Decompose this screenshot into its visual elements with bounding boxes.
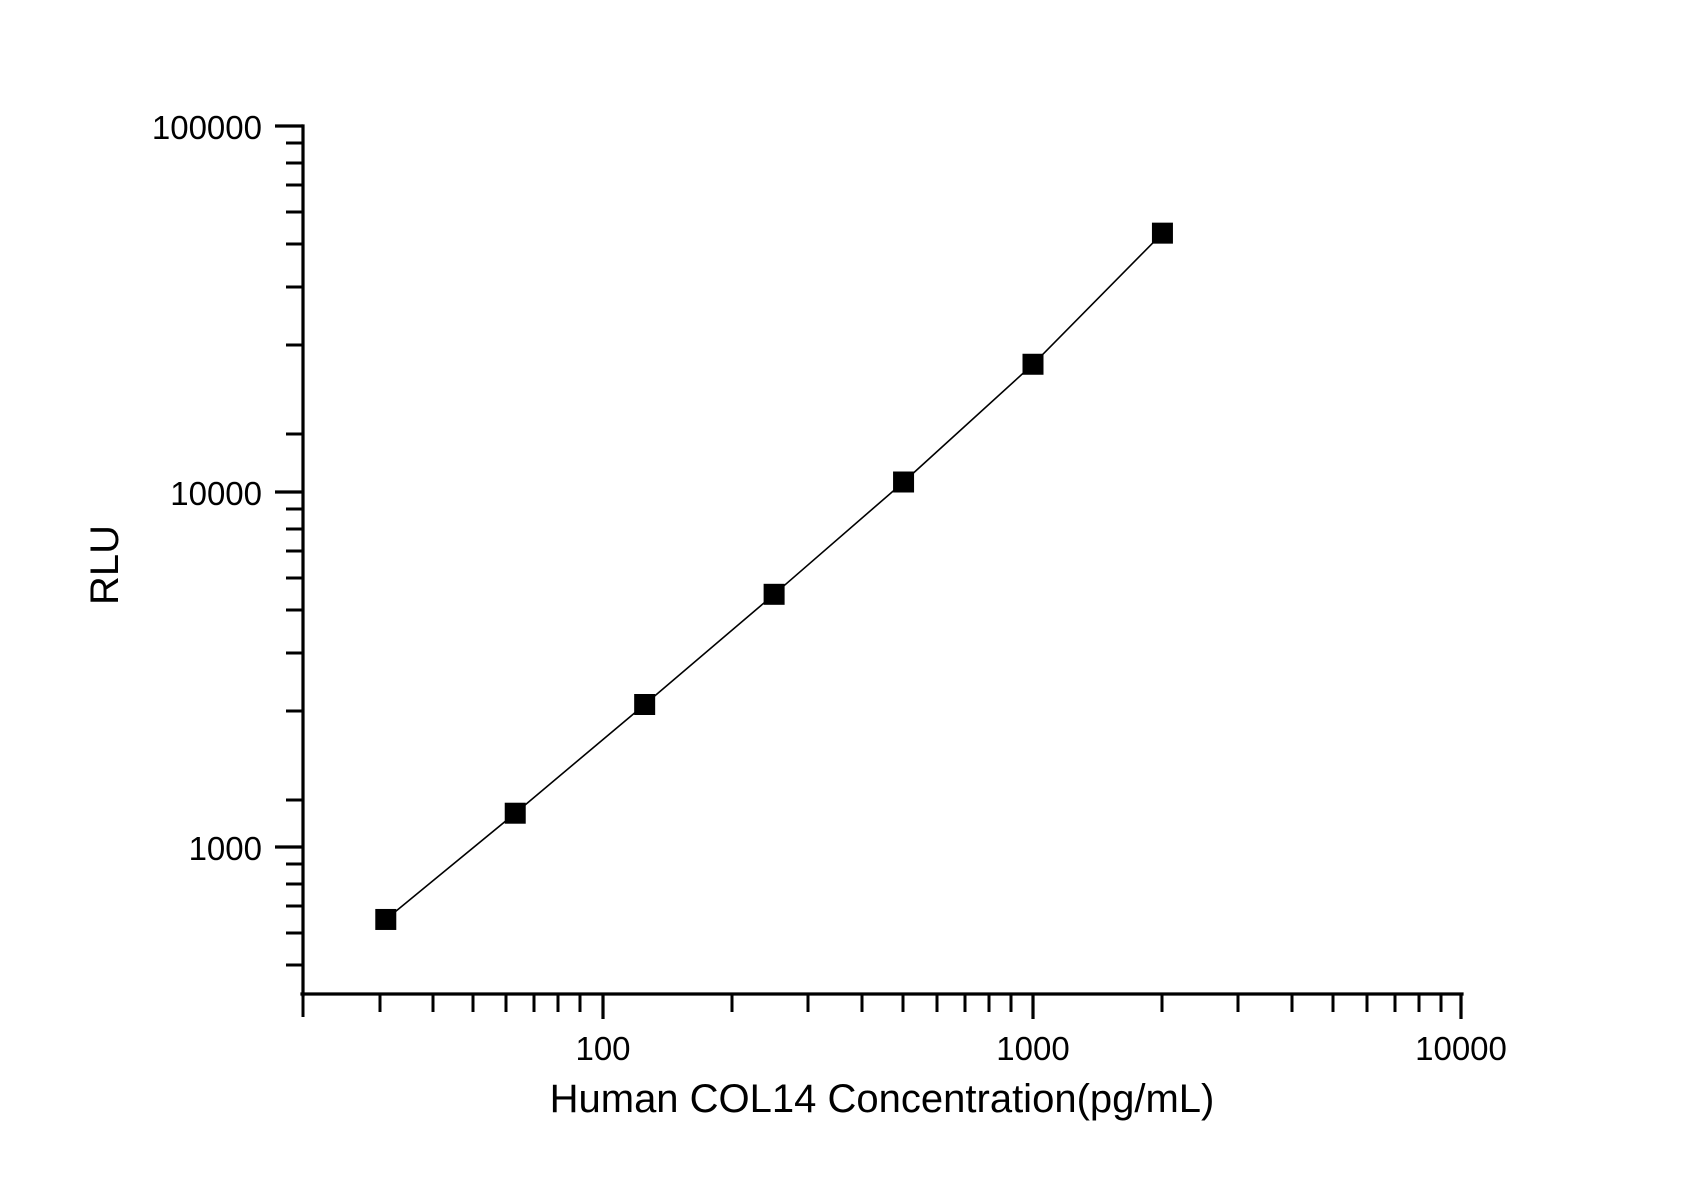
data-point-marker <box>375 908 397 930</box>
y-tick-label-10000: 10000 <box>170 475 262 512</box>
x-tick-label-100: 100 <box>575 1030 630 1067</box>
data-point-marker <box>504 802 526 824</box>
y-tick-label-100000: 100000 <box>152 109 262 146</box>
data-point-marker <box>1151 222 1173 244</box>
y-axis-title: RLU <box>83 525 127 605</box>
data-point-marker <box>893 471 915 493</box>
x-tick-label-10000: 10000 <box>1415 1030 1507 1067</box>
x-axis-title: Human COL14 Concentration(pg/mL) <box>550 1077 1215 1121</box>
x-tick-label-1000: 1000 <box>996 1030 1069 1067</box>
data-series <box>375 222 1173 930</box>
data-point-marker <box>763 583 785 605</box>
data-point-marker <box>634 694 656 715</box>
data-point-marker <box>1022 353 1044 375</box>
x-axis-ticks <box>301 994 1463 1019</box>
y-axis-ticks <box>275 124 303 967</box>
y-tick-label-1000: 1000 <box>189 830 262 867</box>
